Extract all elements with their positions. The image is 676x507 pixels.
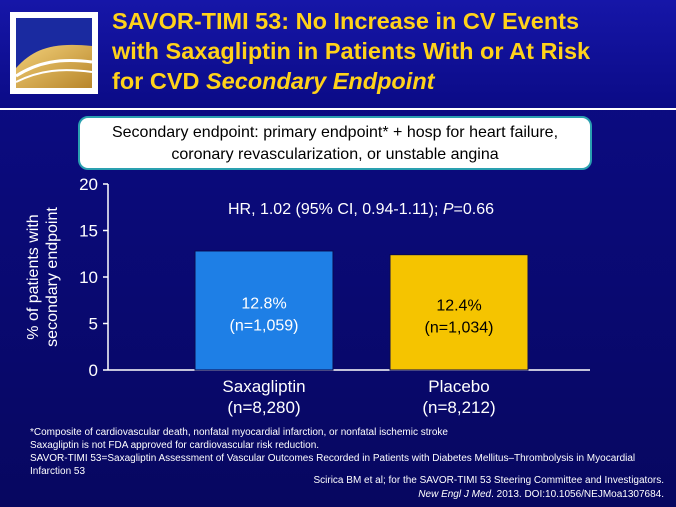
bar-saxagliptin <box>194 250 334 371</box>
y-tick-label: 5 <box>89 315 98 334</box>
callout-line-2: coronary revascularization, or unstable … <box>171 146 499 163</box>
footnote-abbreviation: SAVOR-TIMI 53=Saxagliptin Assessment of … <box>30 453 636 477</box>
y-tick-label: 15 <box>79 222 98 241</box>
callout-line-1: Secondary endpoint: primary endpoint* + … <box>111 124 559 141</box>
citation-line-2: New Engl J Med. 2013. DOI:10.1056/NEJMoa… <box>313 488 664 502</box>
bar-value-label: 12.8% <box>241 295 286 312</box>
title-line-3-plain: for CVD <box>112 68 206 94</box>
y-tick-label: 0 <box>89 361 98 380</box>
footnote-composite: *Composite of cardiovascular death, nonf… <box>30 427 448 438</box>
y-axis-label-line-1: % of patients with <box>25 214 42 339</box>
x-category-sublabel: (n=8,212) <box>422 398 495 417</box>
title-line-3: for CVD Secondary Endpoint <box>112 66 672 96</box>
bar-count-label: (n=1,034) <box>425 319 494 336</box>
citation: Scirica BM et al; for the SAVOR-TIMI 53 … <box>313 474 664 502</box>
endpoint-definition-box: Secondary endpoint: primary endpoint* + … <box>78 116 592 170</box>
hazard-ratio-annotation: HR, 1.02 (95% CI, 0.94-1.11); P=0.66 <box>228 201 494 218</box>
y-axis-label-line-2: secondary endpoint <box>44 207 61 347</box>
citation-journal: New Engl J Med <box>418 489 492 500</box>
citation-rest: . 2013. DOI:10.1056/NEJMoa1307684. <box>491 489 664 500</box>
y-tick-label: 20 <box>79 175 98 194</box>
bar-placebo <box>389 254 529 371</box>
header-bar: SAVOR-TIMI 53: No Increase in CV Events … <box>0 0 676 110</box>
y-tick-label: 10 <box>79 268 98 287</box>
title-line-2: with Saxagliptin in Patients With or At … <box>112 38 591 64</box>
curve-logo-icon <box>10 12 98 94</box>
x-category-label: Placebo <box>428 377 489 396</box>
title-line-1: SAVOR-TIMI 53: No Increase in CV Events <box>112 8 580 34</box>
bar-value-label: 12.4% <box>436 297 481 314</box>
footnote-fda: Saxagliptin is not FDA approved for card… <box>30 440 320 451</box>
x-category-sublabel: (n=8,280) <box>227 398 300 417</box>
slide-title: SAVOR-TIMI 53: No Increase in CV Events … <box>112 6 672 96</box>
title-line-3-italic: Secondary Endpoint <box>206 68 435 94</box>
x-category-label: Saxagliptin <box>222 377 305 396</box>
bar-count-label: (n=1,059) <box>230 317 299 334</box>
citation-line-1: Scirica BM et al; for the SAVOR-TIMI 53 … <box>313 475 664 486</box>
